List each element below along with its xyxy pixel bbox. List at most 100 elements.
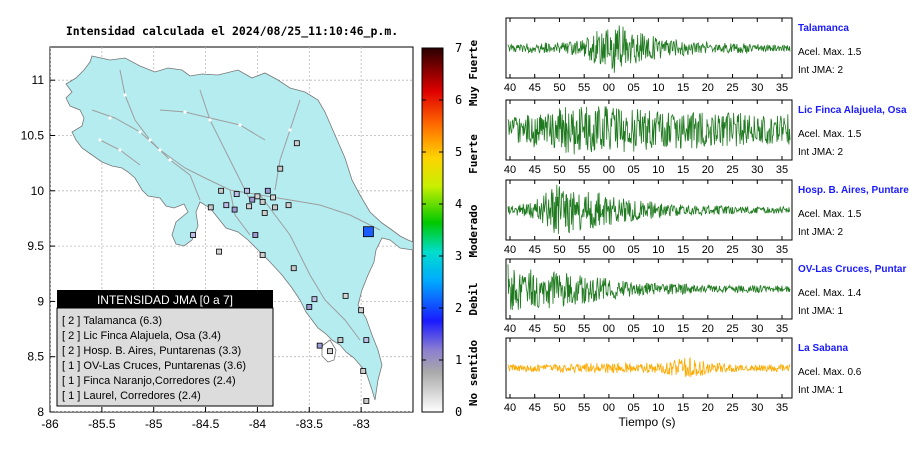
station-marker (218, 187, 225, 194)
legend-body-bg (56, 307, 274, 407)
seismogram-tick-label: 20 (702, 82, 714, 94)
legend-header-bg (57, 290, 273, 308)
seismogram-tick-label: 50 (553, 244, 565, 256)
seismogram-tick-label: 40 (504, 402, 516, 414)
seismogram-tick-label: 20 (702, 244, 714, 256)
map-tick-label: -85 (145, 417, 163, 431)
colorbar-tick-label: 6 (455, 93, 462, 107)
station-marker (285, 202, 292, 209)
station-marker (270, 194, 276, 201)
seismogram-tick-label: 30 (751, 244, 763, 256)
seismogram-tick-label: 15 (677, 82, 689, 94)
map-tick-label: 10.5 (21, 128, 45, 142)
seismogram-jma: Int JMA: 1 (798, 385, 843, 396)
map-tick-label: 8 (37, 405, 44, 419)
colorbar-level-label: Muy Fuerte (467, 40, 480, 107)
seismogram-panel: 40 45 50 55 00 05 10 15 20 25 30 35 Talamanca Acel. M… (504, 17, 862, 94)
map-tick-label: -84.5 (192, 417, 220, 431)
seismogram-tick-label: 15 (677, 244, 689, 256)
seismogram-tick-label: 50 (553, 82, 565, 94)
colorbar-tick-label: 5 (455, 145, 462, 159)
station-marker (360, 368, 367, 374)
seismogram-panel: 40 45 50 55 00 05 10 15 20 25 30 35 OV-Las Cruces, P… (504, 258, 906, 335)
seismogram-tick-label: 00 (603, 323, 615, 335)
seismogram-tick-label: 15 (677, 402, 689, 414)
station-marker (293, 140, 300, 147)
seismogram-tick-label: 00 (603, 402, 615, 414)
map-tick-label: 10 (31, 184, 45, 198)
seismogram-station-name: Lic Finca Alajuela, Osa (798, 105, 907, 116)
station-marker (252, 232, 259, 238)
station-marker (190, 232, 197, 238)
seismogram-tick-label: 40 (504, 164, 516, 176)
station-marker (216, 248, 222, 255)
station-marker (272, 204, 278, 211)
seismogram-tick-label: 10 (652, 323, 664, 335)
colorbar-level-label: No sentido (467, 340, 480, 407)
seismogram-tick-label: 55 (578, 244, 590, 256)
station-marker (233, 191, 240, 198)
seismogram-tick-label: 35 (776, 402, 788, 414)
map-tick-label: -86 (41, 417, 59, 431)
seismogram-trace (507, 356, 791, 378)
seismogram-tick-label: 55 (578, 402, 590, 414)
seismogram-panels: 40 45 50 55 00 05 10 15 20 25 30 35 Talamanca Acel. M… (504, 17, 909, 414)
seismogram-tick-label: 50 (553, 323, 565, 335)
seismogram-tick-label: 45 (529, 82, 541, 94)
seismogram-tick-label: 05 (628, 82, 640, 94)
seismogram-tick-label: 00 (603, 82, 615, 94)
colorbar-tick-label: 1 (455, 353, 462, 367)
colorbar-gradient (421, 47, 444, 413)
colorbar-tick-label: 4 (455, 197, 462, 211)
station-marker (342, 292, 349, 299)
map-tick-label: -83.5 (296, 417, 324, 431)
seismogram-panel: 40 45 50 55 00 05 10 15 20 25 30 35 La Sabana Acel. M… (504, 337, 862, 414)
seismogram-tick-label: 25 (726, 82, 738, 94)
seismogram-jma: Int JMA: 1 (798, 306, 843, 317)
colorbar-level-label: Fuerte (467, 134, 480, 174)
seismogram-accel: Acel. Max. 1.5 (798, 47, 862, 58)
station-marker (290, 265, 297, 272)
intensity-legend: INTENSIDAD JMA [0 a 7] [ 2 ] Talamanca (… (56, 290, 274, 407)
seismogram-tick-label: 20 (702, 323, 714, 335)
seismogram-accel: Acel. Max. 0.6 (798, 367, 862, 378)
station-marker (337, 337, 344, 344)
seismogram-trace (507, 25, 791, 73)
seismogram-tick-label: 20 (702, 402, 714, 414)
seismogram-tick-label: 25 (726, 164, 738, 176)
seismogram-tick-label: 10 (652, 244, 664, 256)
station-marker (246, 203, 253, 210)
seismogram-tick-label: 40 (504, 323, 516, 335)
seismogram-tick-label: 15 (677, 323, 689, 335)
legend-item: [ 2 ] Lic Finca Alajuela, Osa (3.4) (62, 330, 221, 342)
seismogram-tick-label: 40 (504, 82, 516, 94)
station-marker (259, 198, 266, 205)
seismogram-tick-label: 45 (529, 164, 541, 176)
seismogram-jma: Int JMA: 2 (798, 65, 843, 76)
seismogram-tick-label: 35 (776, 82, 788, 94)
seismogram-trace (507, 264, 791, 311)
legend-item: [ 1 ] OV-Las Cruces, Puntarenas (3.6) (62, 360, 246, 372)
map-tick-label: 9 (37, 294, 44, 308)
station-markers (190, 140, 374, 404)
station-marker (244, 187, 250, 194)
seismogram-tick-label: 55 (578, 323, 590, 335)
seismogram-tick-label: 00 (603, 164, 615, 176)
seismogram-tick-label: 15 (677, 164, 689, 176)
seismogram-accel: Acel. Max. 1.4 (798, 288, 862, 299)
seismogram-tick-label: 10 (652, 82, 664, 94)
seismogram-trace (507, 184, 791, 235)
seismogram-accel: Acel. Max. 1.5 (798, 129, 862, 140)
station-marker (249, 196, 256, 203)
seismogram-tick-label: 30 (751, 164, 763, 176)
seismogram-station-name: Talamanca (798, 23, 849, 34)
colorbar-tick-label: 0 (455, 405, 462, 419)
seismogram-tick-label: 25 (726, 244, 738, 256)
seismogram-trace (507, 106, 791, 155)
map-tick-label: -83 (352, 417, 370, 431)
legend-title: INTENSIDAD JMA [0 a 7] (97, 293, 233, 307)
costa-rica-landmass (65, 55, 413, 401)
seismogram-jma: Int JMA: 2 (798, 227, 843, 238)
seismogram-tick-label: 40 (504, 244, 516, 256)
station-marker (316, 342, 323, 349)
